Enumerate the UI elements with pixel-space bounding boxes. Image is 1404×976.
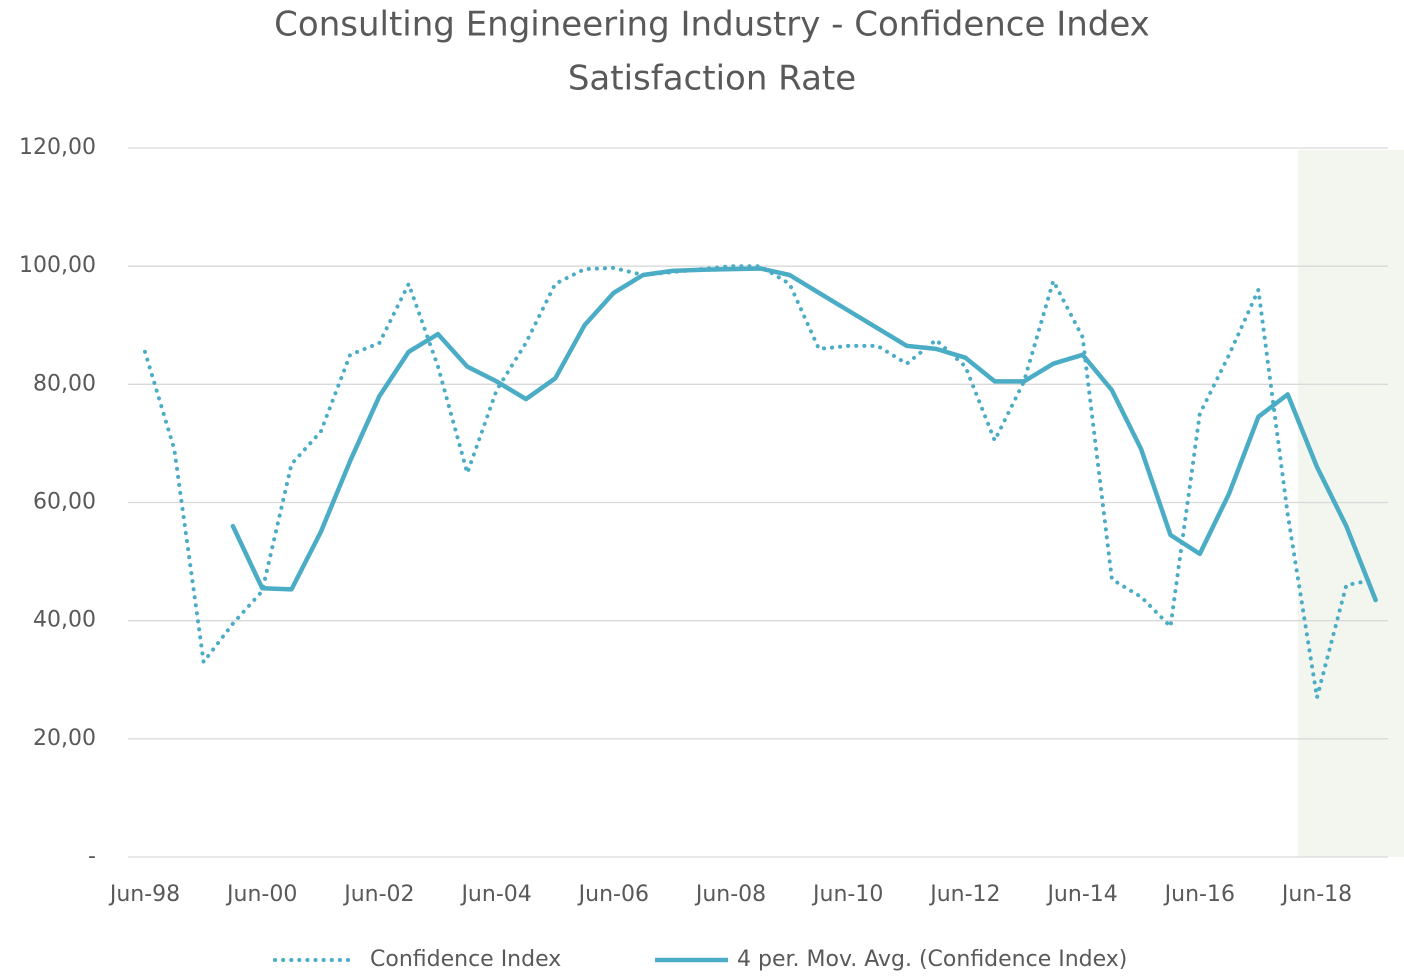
y-tick-label: 60,00 — [33, 490, 96, 515]
x-tick-label: Jun-16 — [1163, 882, 1235, 907]
chart-subtitle: Satisfaction Rate — [568, 59, 856, 99]
x-tick-label: Jun-08 — [694, 882, 766, 907]
y-tick-label: 120,00 — [19, 135, 96, 160]
x-tick-label: Jun-10 — [811, 882, 883, 907]
y-tick-label: 100,00 — [19, 253, 96, 278]
highlight-region — [1298, 150, 1404, 857]
x-tick-label: Jun-06 — [577, 882, 649, 907]
y-tick-label: 40,00 — [33, 608, 96, 633]
x-tick-label: Jun-18 — [1280, 882, 1352, 907]
x-tick-label: Jun-12 — [928, 882, 1000, 907]
legend-label: 4 per. Mov. Avg. (Confidence Index) — [737, 947, 1127, 972]
legend-label: Confidence Index — [370, 947, 561, 972]
x-tick-label: Jun-00 — [225, 882, 297, 907]
y-tick-label: 80,00 — [33, 371, 96, 396]
x-tick-label: Jun-14 — [1045, 882, 1117, 907]
chart-title: Consulting Engineering Industry - Confid… — [274, 5, 1150, 45]
x-tick-label: Jun-98 — [108, 882, 180, 907]
x-tick-label: Jun-04 — [459, 882, 531, 907]
y-tick-label: 20,00 — [33, 726, 96, 751]
series-line — [230, 266, 1378, 603]
x-tick-label: Jun-02 — [342, 882, 414, 907]
series-line — [143, 264, 1378, 700]
y-tick-label: - — [88, 844, 96, 869]
